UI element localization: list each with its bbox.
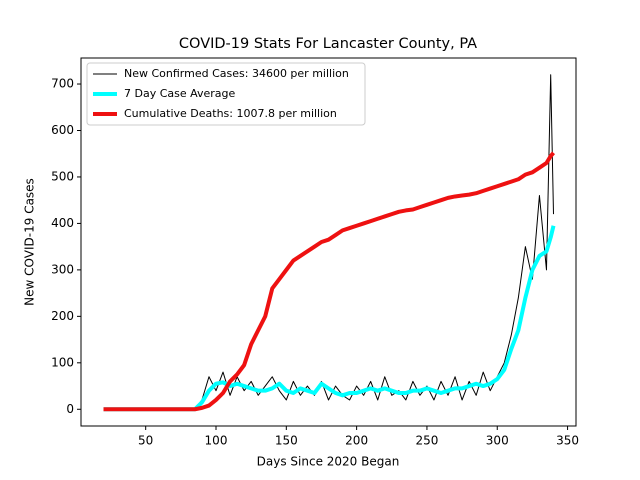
legend-label: 7 Day Case Average bbox=[124, 87, 236, 100]
x-tick-label: 200 bbox=[345, 434, 368, 448]
chart-title: COVID-19 Stats For Lancaster County, PA bbox=[179, 36, 477, 52]
x-tick-label: 250 bbox=[415, 434, 438, 448]
x-tick-label: 150 bbox=[275, 434, 298, 448]
x-tick-label: 100 bbox=[205, 434, 228, 448]
y-tick-label: 200 bbox=[51, 309, 74, 323]
x-axis-label: Days Since 2020 Began bbox=[257, 455, 400, 469]
plot-frame bbox=[80, 57, 577, 427]
y-tick-label: 300 bbox=[51, 262, 74, 276]
legend-box bbox=[86, 62, 366, 126]
series-line bbox=[103, 151, 556, 412]
y-tick-label: 100 bbox=[51, 355, 74, 369]
y-tick-label: 400 bbox=[51, 216, 74, 230]
legend: New Confirmed Cases: 34600 per million 7 … bbox=[86, 62, 366, 126]
y-tick-label: 700 bbox=[51, 77, 74, 91]
y-axis-label: New COVID-19 Cases bbox=[23, 178, 37, 306]
series-line bbox=[103, 225, 556, 412]
x-tick-label: 300 bbox=[486, 434, 509, 448]
x-tick-label: 50 bbox=[138, 434, 153, 448]
y-tick-label: 600 bbox=[51, 123, 74, 137]
x-tick-label: 350 bbox=[556, 434, 579, 448]
y-tick-label: 500 bbox=[51, 169, 74, 183]
y-tick-label: 0 bbox=[66, 402, 74, 416]
legend-label: New Confirmed Cases: 34600 per million bbox=[124, 67, 349, 80]
legend-label: Cumulative Deaths: 1007.8 per million bbox=[124, 107, 337, 120]
